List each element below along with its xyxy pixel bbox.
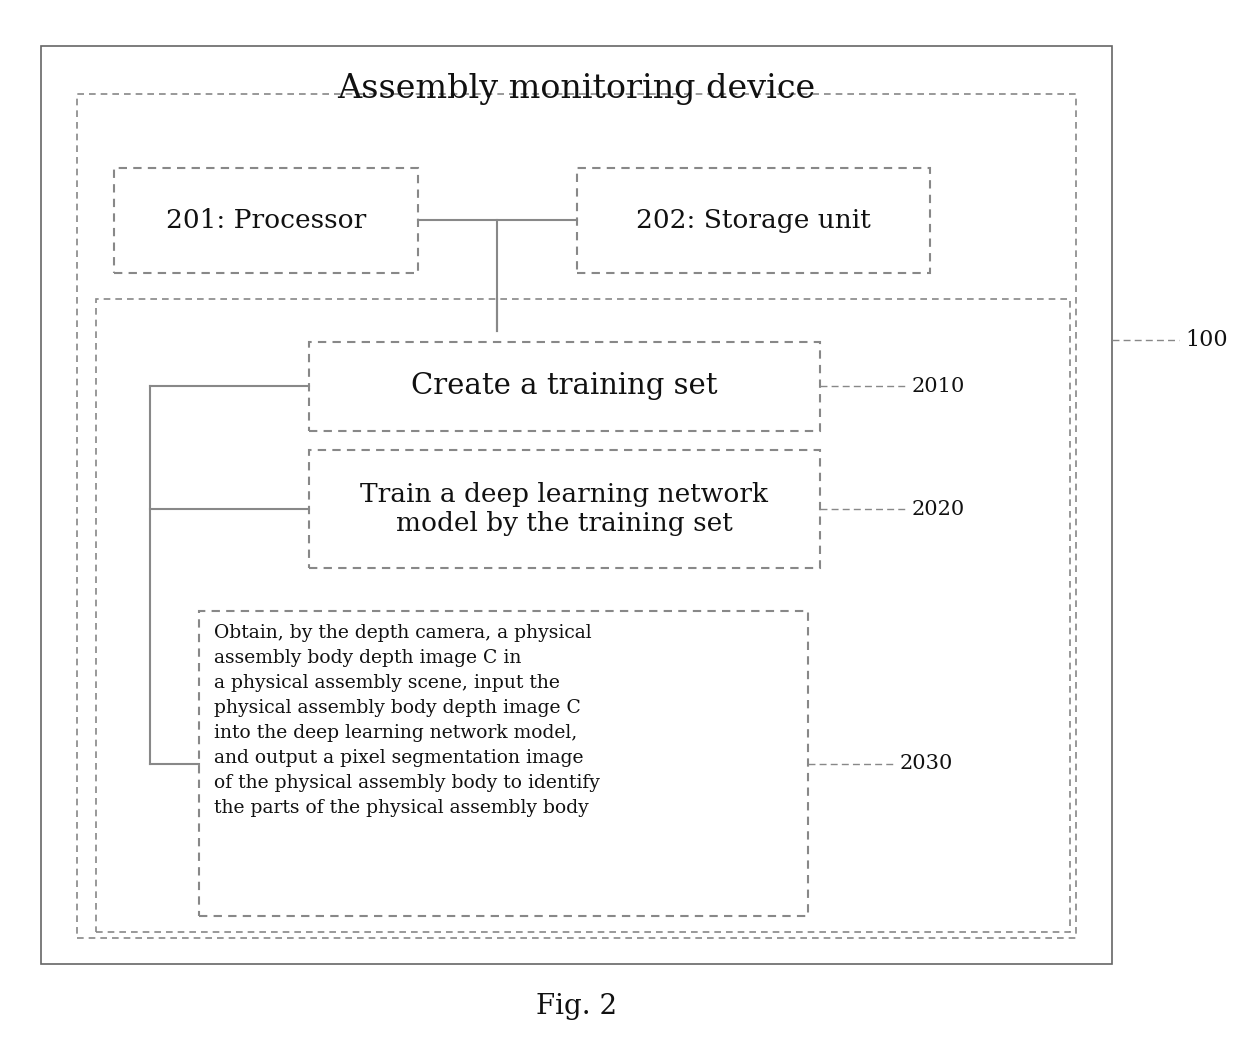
Bar [41, 47, 1112, 964]
Text: Create a training set: Create a training set [412, 372, 718, 401]
Text: 201: Processor: 201: Processor [166, 208, 366, 233]
Text: 2030: 2030 [899, 754, 952, 773]
Bar [577, 168, 930, 273]
Text: 100: 100 [1185, 328, 1228, 351]
Text: Assembly monitoring device: Assembly monitoring device [337, 72, 816, 105]
Bar [95, 300, 1070, 932]
Text: Obtain, by the depth camera, a physical
assembly body depth image C in
a physica: Obtain, by the depth camera, a physical … [213, 624, 599, 817]
Text: Train a deep learning network
model by the training set: Train a deep learning network model by t… [361, 483, 769, 537]
Bar [309, 341, 820, 432]
Bar [77, 94, 1076, 938]
Text: Fig. 2: Fig. 2 [536, 993, 618, 1019]
Bar [309, 451, 820, 569]
Bar [200, 610, 808, 916]
Text: 202: Storage unit: 202: Storage unit [636, 208, 870, 233]
Text: 2020: 2020 [911, 500, 965, 519]
Text: 2010: 2010 [911, 377, 965, 396]
Bar [114, 168, 418, 273]
